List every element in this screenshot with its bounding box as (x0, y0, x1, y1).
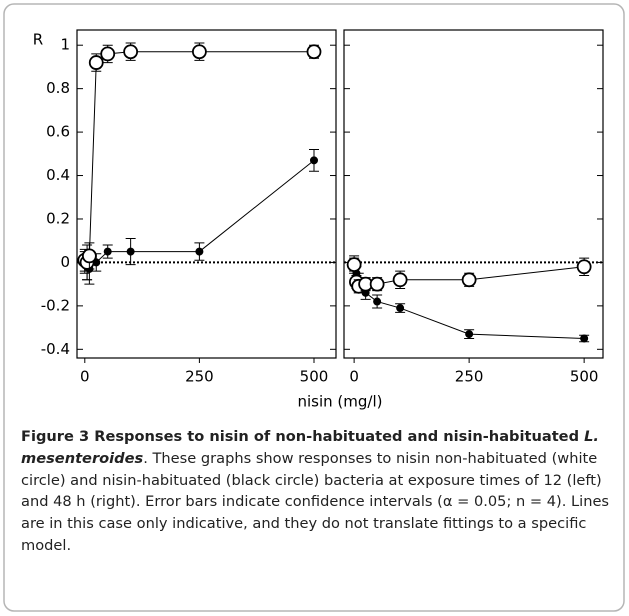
data-point (346, 257, 362, 272)
y-tick-label: 0.8 (46, 79, 70, 97)
data-point (369, 276, 385, 292)
data-point (465, 330, 474, 339)
y-axis-label: R (33, 31, 43, 49)
caption-species: L. mesenteroides (21, 428, 599, 467)
data-point (126, 247, 135, 256)
y-tick-label: -0.2 (41, 296, 70, 314)
data-point (576, 259, 592, 275)
data-point (392, 272, 408, 288)
plot-area (343, 29, 604, 359)
x-tick-label: 250 (185, 368, 214, 386)
data-point (103, 247, 112, 256)
y-tick-label: 0.4 (46, 166, 70, 184)
y-tick-label: 0.2 (46, 209, 70, 227)
data-point (396, 304, 405, 313)
x-tick-label: 250 (455, 368, 484, 386)
y-tick-label: 0 (60, 253, 70, 271)
x-tick-label: 0 (349, 368, 359, 386)
x-axis-label: nisin (mg/l) (298, 393, 383, 411)
plot-area (76, 29, 337, 359)
y-tick-label: 0.6 (46, 123, 70, 141)
x-tick-label: 500 (300, 368, 329, 386)
data-point (81, 248, 97, 264)
x-tick-label: 0 (80, 368, 90, 386)
caption: Figure 3 Responses to nisin of non-habit… (21, 426, 613, 557)
y-tick-label: -0.4 (41, 340, 70, 358)
data-point (580, 334, 589, 343)
caption-title: Figure 3 Responses to nisin of non-habit… (21, 428, 585, 445)
data-point (88, 55, 104, 70)
caption-text: . These graphs show responses to nisin n… (21, 449, 610, 554)
data-point (461, 272, 477, 288)
x-tick-label: 500 (570, 368, 599, 386)
data-point (195, 247, 204, 256)
frame (3, 3, 625, 612)
data-point (191, 44, 207, 60)
data-point (309, 156, 318, 165)
y-tick-label: 1 (60, 36, 70, 54)
data-point (306, 44, 322, 60)
data-point (123, 44, 139, 60)
series-line (84, 51, 314, 264)
data-point (373, 297, 382, 306)
data-point (100, 46, 116, 62)
